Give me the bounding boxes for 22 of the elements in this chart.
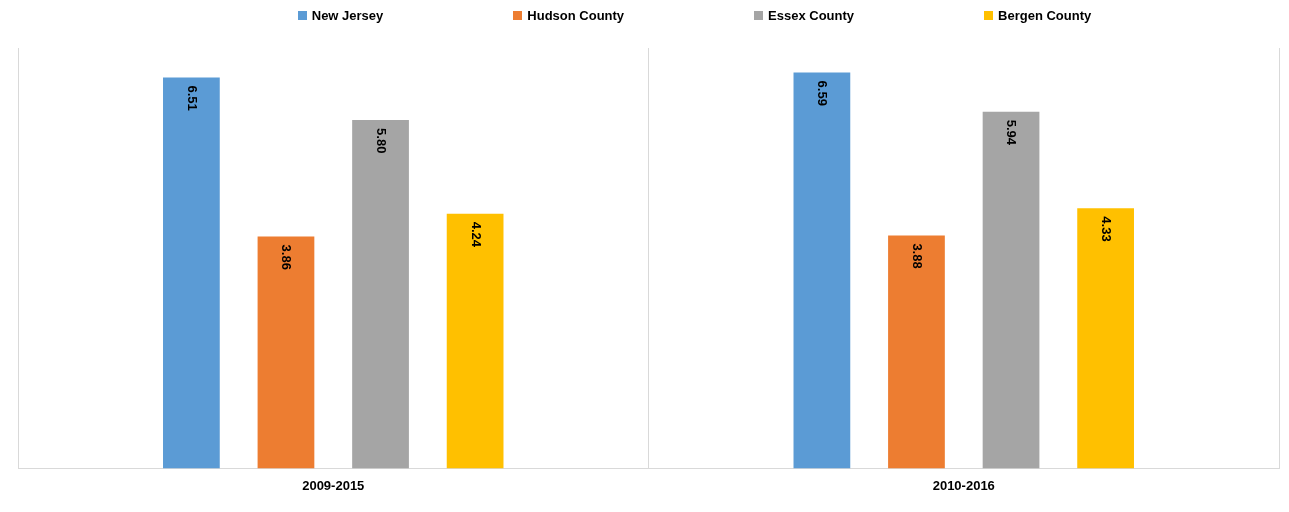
bar <box>446 213 504 469</box>
bar <box>888 235 945 469</box>
data-label: 3.86 <box>279 244 295 270</box>
bar <box>982 111 1040 469</box>
x-tick-label: 2010-2016 <box>932 477 995 493</box>
legend-label: Hudson County <box>527 8 625 23</box>
data-label: 4.33 <box>1099 216 1115 242</box>
x-tick-label: 2009-2015 <box>302 477 365 493</box>
bar <box>1077 208 1134 469</box>
data-label: 5.94 <box>1004 119 1020 146</box>
bar <box>793 72 851 469</box>
data-label: 6.59 <box>815 80 831 106</box>
data-label: 3.88 <box>909 243 925 269</box>
bar <box>352 120 409 469</box>
legend-label: Bergen County <box>998 8 1092 23</box>
legend-label: New Jersey <box>311 8 384 23</box>
bar <box>163 77 220 469</box>
data-label: 5.80 <box>373 128 389 154</box>
bar <box>257 236 315 469</box>
legend-label: Essex County <box>768 8 855 23</box>
data-label: 6.51 <box>184 85 200 111</box>
data-label: 4.24 <box>468 221 484 248</box>
